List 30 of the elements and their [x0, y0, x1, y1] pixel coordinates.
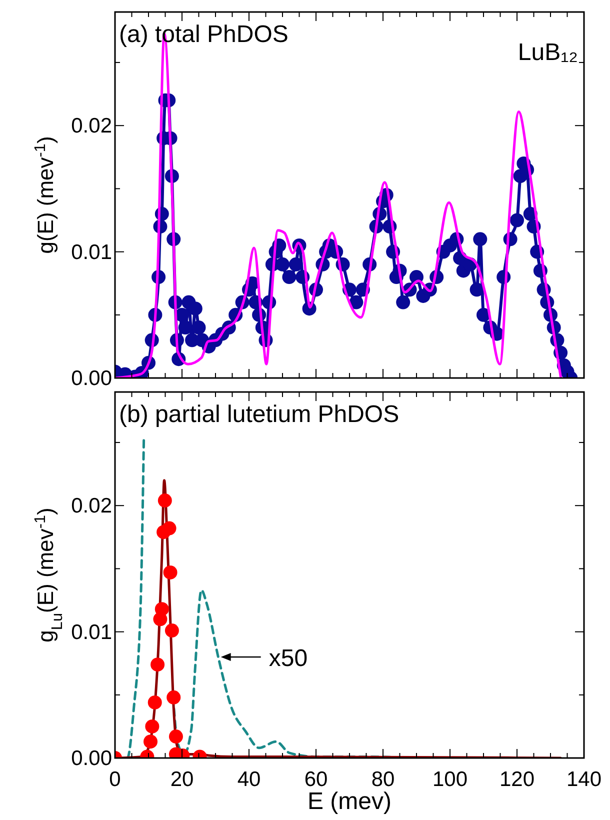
x-tick-label: 140 — [566, 768, 602, 791]
y-tick-label: 0.00 — [71, 747, 112, 770]
x-tick-label: 100 — [432, 768, 468, 791]
y-tick-label: 0.01 — [71, 620, 112, 644]
y-tick-label: 0.01 — [71, 240, 112, 264]
point — [164, 624, 179, 638]
point — [144, 734, 158, 749]
annotation: x50 — [268, 645, 308, 672]
point — [154, 602, 169, 616]
point — [163, 565, 178, 580]
chart-title: (a) total PhDOS — [119, 21, 288, 48]
annotation: LuB₁₂ — [518, 39, 578, 66]
point — [166, 690, 181, 704]
point — [150, 658, 165, 672]
chart-title: (b) partial lutetium PhDOS — [119, 401, 400, 428]
x-tick-label: 60 — [304, 768, 328, 791]
x-tick-label: 120 — [499, 768, 535, 791]
y-tick-label: 0.02 — [71, 114, 112, 138]
point — [162, 521, 176, 536]
y-tick-label: 0.02 — [71, 494, 112, 518]
point — [168, 730, 183, 744]
x-tick-label: 0 — [109, 768, 121, 791]
y-tick-label: 0.00 — [71, 367, 112, 390]
x-axis-title: E (mev) — [308, 788, 392, 815]
point — [148, 695, 162, 710]
x-tick-label: 80 — [371, 768, 395, 791]
x-tick-label: 20 — [170, 768, 194, 791]
point — [158, 494, 172, 508]
point — [145, 719, 160, 734]
x-tick-label: 40 — [237, 768, 261, 791]
